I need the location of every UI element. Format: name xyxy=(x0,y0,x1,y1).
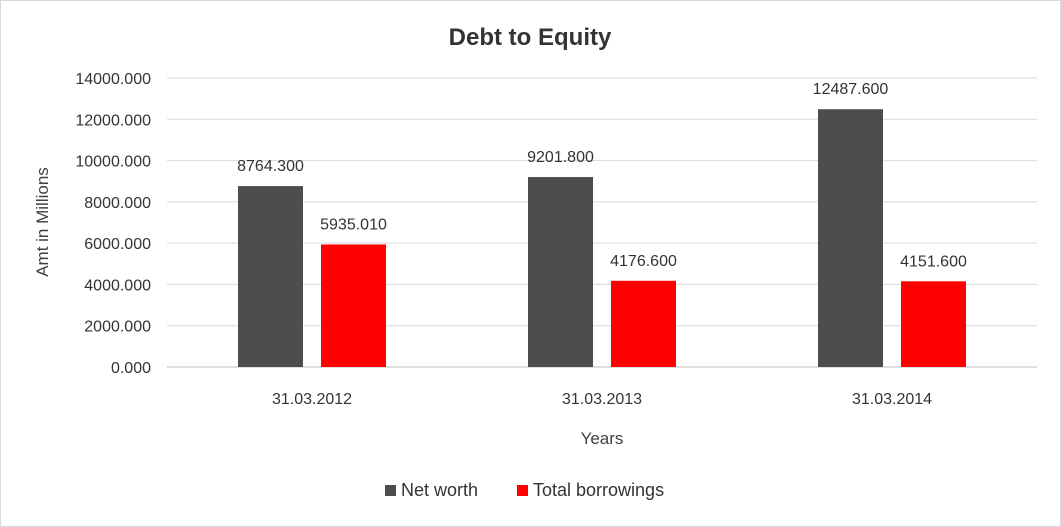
chart-title: Debt to Equity xyxy=(449,24,612,51)
legend: Net worth Total borrowings xyxy=(385,480,664,500)
y-tick-label: 8000.000 xyxy=(84,195,151,212)
bar-net-worth xyxy=(528,177,593,367)
y-tick-label: 0.000 xyxy=(111,360,151,377)
legend-label: Net worth xyxy=(401,480,478,500)
data-label: 8764.300 xyxy=(237,158,304,175)
x-tick-label: 31.03.2012 xyxy=(272,391,352,408)
x-axis-ticks: 31.03.2012 31.03.2013 31.03.2014 xyxy=(272,391,932,408)
y-tick-label: 4000.000 xyxy=(84,277,151,294)
bar-total-borrowings xyxy=(321,244,386,367)
bar-total-borrowings xyxy=(901,281,966,367)
data-label: 12487.600 xyxy=(813,81,889,98)
y-tick-label: 10000.000 xyxy=(75,154,151,171)
y-tick-label: 14000.000 xyxy=(75,71,151,88)
bar-net-worth xyxy=(818,109,883,367)
data-label: 4176.600 xyxy=(610,253,677,270)
gridlines xyxy=(167,77,1037,368)
bar-net-worth xyxy=(238,186,303,367)
legend-swatch xyxy=(385,485,396,496)
data-label: 4151.600 xyxy=(900,253,967,270)
x-axis-title: Years xyxy=(581,429,624,448)
y-axis-ticks: 0.000 2000.000 4000.000 6000.000 8000.000 100… xyxy=(75,71,151,377)
y-tick-label: 2000.000 xyxy=(84,319,151,336)
y-tick-label: 6000.000 xyxy=(84,236,151,253)
x-tick-label: 31.03.2014 xyxy=(852,391,932,408)
x-tick-label: 31.03.2013 xyxy=(562,391,642,408)
bars: 8764.300 5935.010 9201.800 4176.600 12487.60… xyxy=(237,81,967,367)
y-tick-label: 12000.000 xyxy=(75,112,151,129)
data-label: 5935.010 xyxy=(320,216,387,233)
y-axis-title: Amt in Millions xyxy=(33,167,52,277)
data-label: 9201.800 xyxy=(527,149,594,166)
legend-label: Total borrowings xyxy=(533,480,664,500)
legend-swatch xyxy=(517,485,528,496)
bar-total-borrowings xyxy=(611,280,676,367)
